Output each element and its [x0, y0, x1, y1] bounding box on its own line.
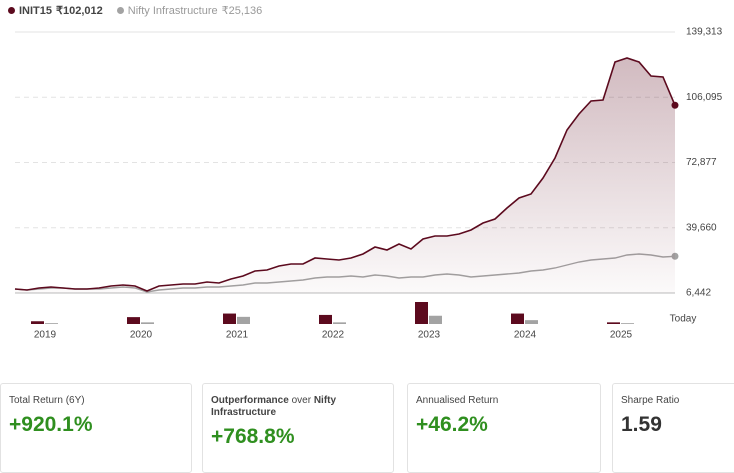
x-tick-label: 2024: [514, 330, 537, 341]
annual-bar: [415, 302, 428, 324]
y-tick-label: 39,660: [686, 222, 717, 233]
legend-item: Nifty Infrastructure ₹25,136: [116, 4, 263, 17]
card-label: Annualised Return: [416, 395, 499, 406]
annual-bar: [223, 313, 236, 324]
legend-dot: [8, 7, 15, 14]
annual-bar: [607, 322, 620, 324]
stat-card: Outperformance over Nifty Infrastructure…: [202, 383, 394, 473]
legend-name: INIT15: [19, 4, 53, 17]
card-label: Total Return (6Y): [9, 395, 85, 406]
x-tick-label: 2020: [130, 330, 153, 341]
legend-dot: [116, 7, 124, 14]
card-label-part: over: [291, 395, 312, 406]
card-label: Outperformance over Nifty Infrastructure: [211, 395, 385, 419]
end-dot: [671, 101, 679, 109]
area: [15, 57, 675, 294]
annual-bar: [333, 322, 346, 324]
annual-bar: [237, 316, 250, 324]
card-label-part: Nifty Infrastructure: [211, 395, 337, 418]
card-value: 1.59: [621, 413, 662, 436]
legend: INIT15 ₹102,012 Nifty Infrastructure ₹25,13…: [8, 4, 262, 17]
card-label: Sharpe Ratio: [621, 395, 680, 406]
x-tick-label: 2019: [34, 330, 57, 341]
x-tick-label: 2021: [226, 330, 249, 341]
annual-bar: [141, 322, 154, 324]
y-tick-label: 72,877: [686, 157, 717, 168]
legend-name: Nifty Infrastructure: [127, 4, 218, 17]
annual-bar: [319, 314, 332, 324]
x-tick-label: 2023: [418, 330, 441, 341]
x-tick-label: 2025: [610, 330, 633, 341]
x-tick-label: Today: [670, 314, 697, 325]
x-tick-label: 2022: [322, 330, 345, 341]
card-value: +920.1%: [9, 413, 93, 436]
annual-bar: [31, 321, 44, 324]
legend-value: ₹25,136: [221, 5, 263, 17]
annual-bar: [45, 323, 58, 324]
y-tick-label: 139,313: [686, 27, 723, 38]
card-value: +768.8%: [211, 425, 295, 448]
page: INIT15 ₹102,012 Nifty Infrastructure ₹25,13…: [0, 4, 734, 473]
annual-bar: [127, 317, 140, 324]
legend-item: INIT15 ₹102,012: [8, 4, 103, 17]
legend-value: ₹102,012: [56, 5, 103, 17]
line: [14, 57, 676, 292]
chart: 6,442 39,660 72,877 106,095 139,313 2019 2020 2…: [14, 27, 723, 341]
y-tick-label: 6,442: [686, 288, 711, 299]
annual-bar: [621, 323, 634, 324]
card-value: +46.2%: [416, 413, 488, 436]
y-tick-label: 106,095: [686, 92, 723, 103]
card-label-part: Outperformance: [211, 395, 289, 406]
annual-bar: [525, 320, 538, 324]
annual-bar: [511, 313, 524, 324]
annual-bar: [429, 315, 442, 324]
